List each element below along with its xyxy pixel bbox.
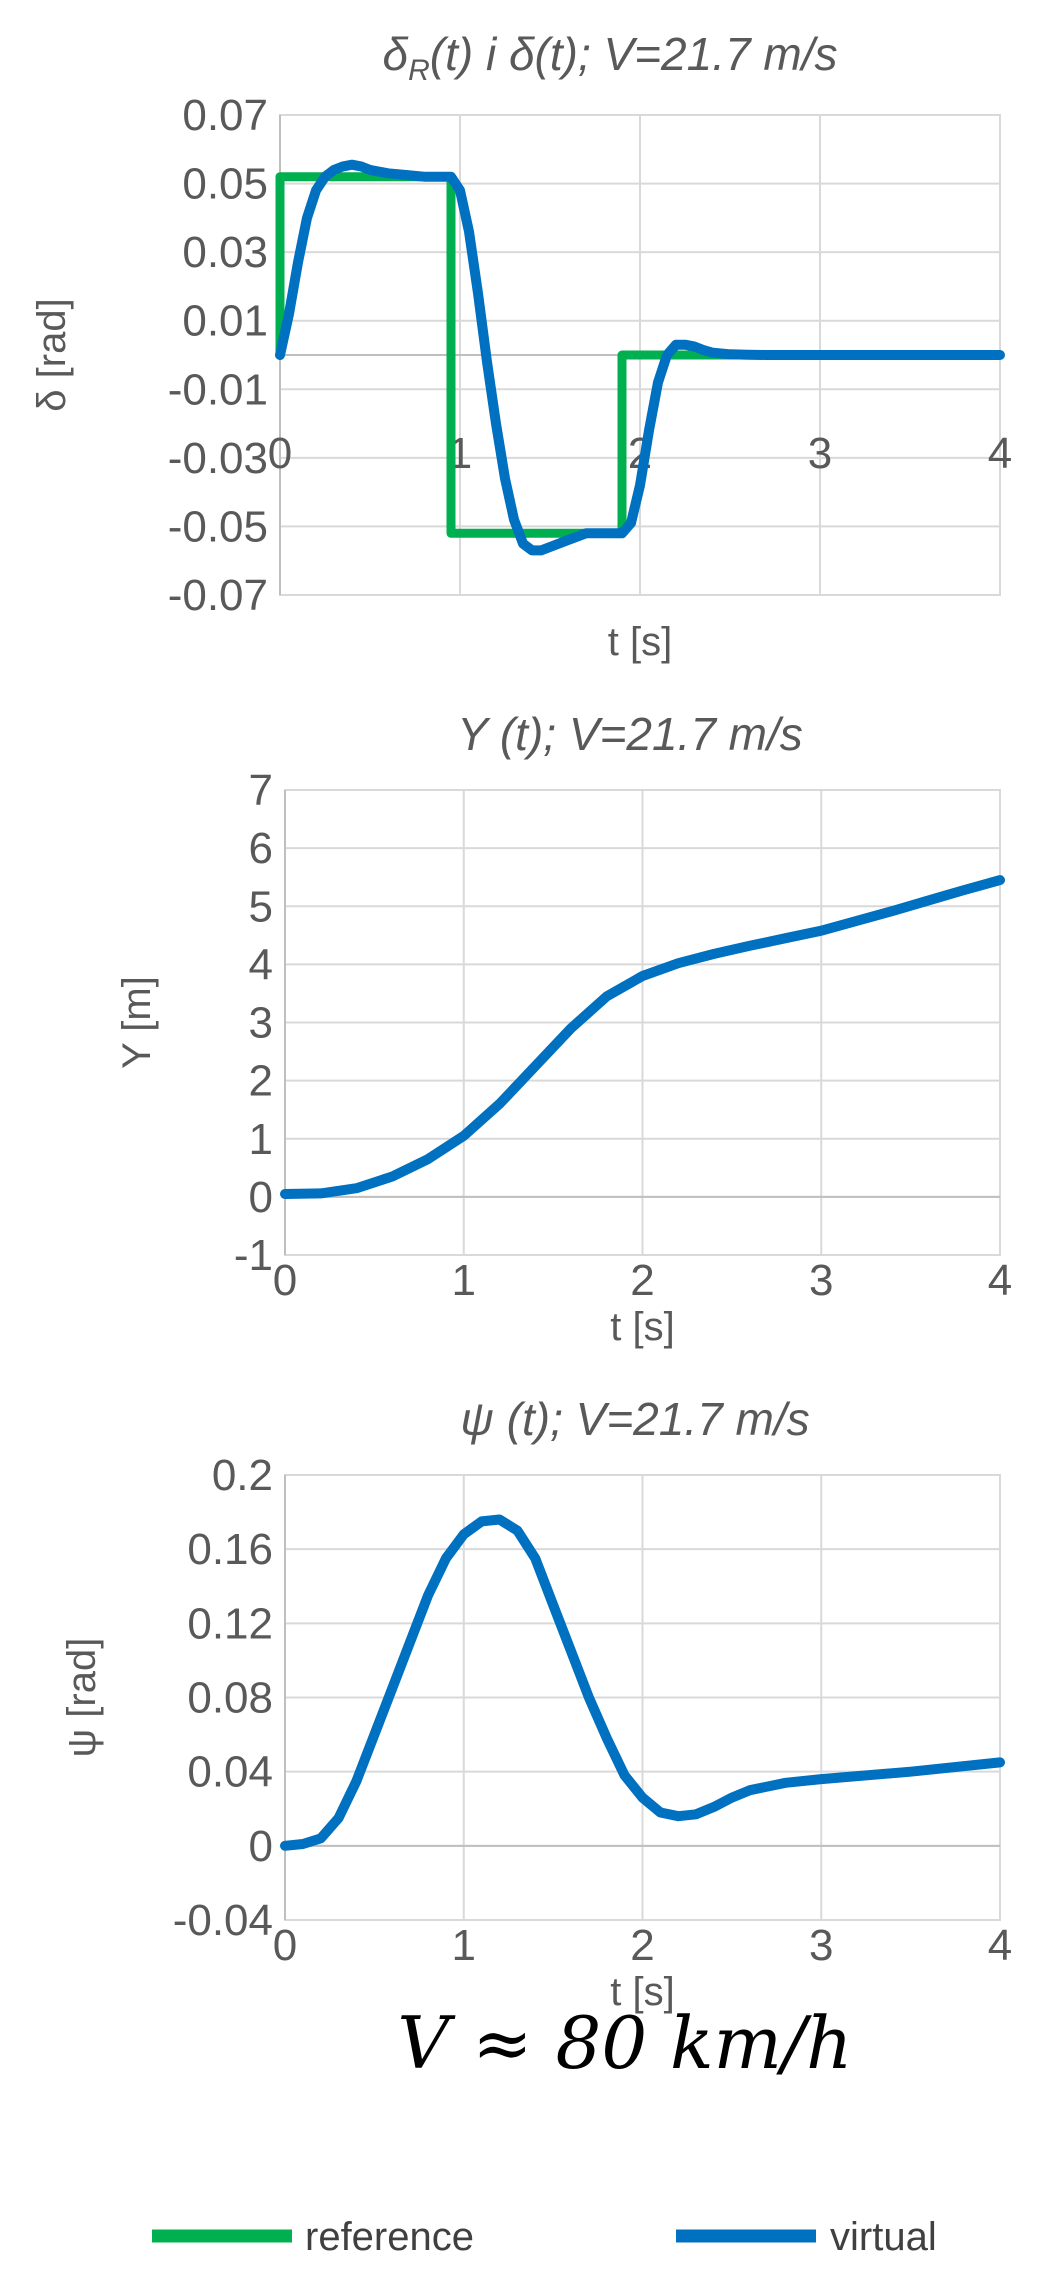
x-tick-label: 4 xyxy=(988,429,1012,478)
y-tick-label: 4 xyxy=(249,940,273,989)
x-tick-label: 3 xyxy=(809,1256,833,1305)
series-line-virtual xyxy=(280,875,1005,1199)
y-tick-label: 0.07 xyxy=(182,91,268,140)
y-tick-label: 5 xyxy=(249,882,273,931)
y-tick-label: 6 xyxy=(249,824,273,873)
y-tick-label: 7 xyxy=(249,766,273,815)
y-tick-label: 0.16 xyxy=(187,1525,273,1574)
y-tick-label: -0.04 xyxy=(173,1896,273,1945)
chart-title-lateral-position: Y (t); V=21.7 m/s xyxy=(457,708,803,760)
x-tick-label: 2 xyxy=(630,1921,654,1970)
y-tick-label: 3 xyxy=(249,999,273,1048)
y-axis-label: ψ [rad] xyxy=(60,1638,104,1758)
x-tick-label: 0 xyxy=(273,1921,297,1970)
x-tick-label: 4 xyxy=(988,1921,1012,1970)
x-tick-label: 3 xyxy=(809,1921,833,1970)
speed-annotation: V ≈ 80 km/h xyxy=(397,2001,852,2085)
legend-label-reference: reference xyxy=(305,2215,474,2259)
y-tick-label: 0 xyxy=(249,1173,273,1222)
x-tick-label: 0 xyxy=(273,1256,297,1305)
y-tick-label: 0.2 xyxy=(212,1451,273,1500)
legend-label-virtual: virtual xyxy=(830,2215,937,2259)
x-tick-label: 1 xyxy=(452,1256,476,1305)
y-axis-label: Y [m] xyxy=(115,976,159,1069)
x-axis-label: t [s] xyxy=(608,620,672,664)
x-tick-label: 3 xyxy=(808,429,832,478)
y-tick-label: -1 xyxy=(234,1231,273,1280)
legend: reference virtual xyxy=(152,2215,937,2259)
y-tick-label: 0.12 xyxy=(187,1599,273,1648)
y-tick-label: -0.01 xyxy=(168,365,268,414)
y-tick-label: 0.01 xyxy=(182,297,268,346)
chart-title-yaw-angle: ψ (t); V=21.7 m/s xyxy=(460,1393,809,1445)
x-tick-label: 1 xyxy=(452,1921,476,1970)
y-tick-label: 0.04 xyxy=(187,1748,273,1797)
series-line-reference xyxy=(275,172,1005,538)
y-axis-label: δ [rad] xyxy=(30,298,74,411)
y-tick-label: 2 xyxy=(249,1057,273,1106)
y-tick-label: 0.08 xyxy=(187,1674,273,1723)
chart-yaw-angle: ψ (t); V=21.7 m/s0.20.160.120.080.040-0.… xyxy=(60,1393,1012,2014)
y-tick-label: -0.03 xyxy=(168,434,268,483)
x-axis-label: t [s] xyxy=(610,1305,674,1349)
x-tick-label: 2 xyxy=(630,1256,654,1305)
y-tick-label: 0 xyxy=(249,1822,273,1871)
x-axis-label: t [s] xyxy=(610,1970,674,2014)
y-tick-label: 0.03 xyxy=(182,228,268,277)
series-line-virtual xyxy=(280,1514,1005,1851)
y-tick-label: 0.05 xyxy=(182,160,268,209)
y-tick-label: -0.07 xyxy=(168,571,268,620)
chart-steering-angle: δR(t) i δ(t); V=21.7 m/s 0.07 0.05 0.03 0.01… xyxy=(30,28,1012,664)
chart-title-steering-angle: δR(t) i δ(t); V=21.7 m/s xyxy=(383,28,838,87)
x-tick-label: 0 xyxy=(268,429,292,478)
x-tick-label: 4 xyxy=(988,1256,1012,1305)
series-line-virtual xyxy=(275,159,1005,556)
y-tick-label: -0.05 xyxy=(168,502,268,551)
y-tick-label: 1 xyxy=(249,1115,273,1164)
